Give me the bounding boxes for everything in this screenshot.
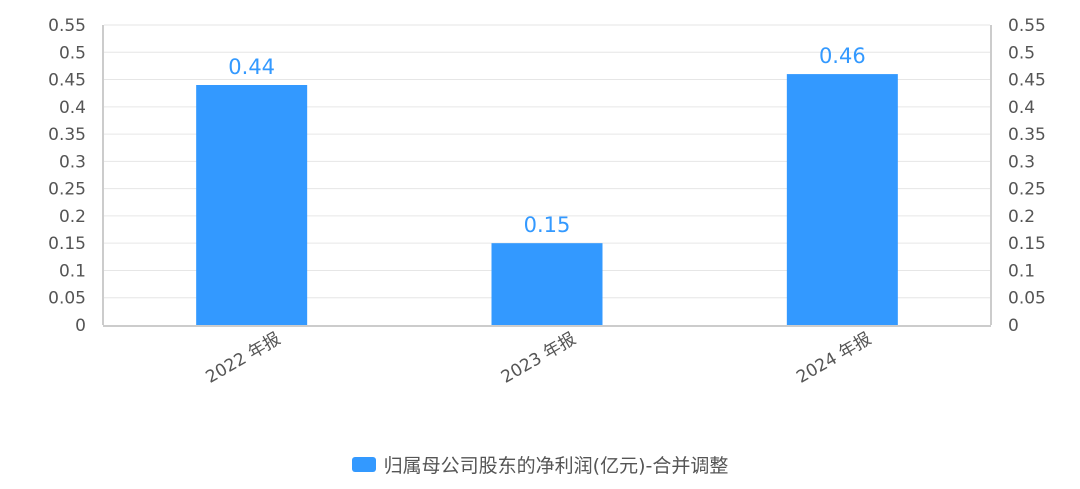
axes xyxy=(102,25,992,327)
y-tick-label-right: 0.3 xyxy=(1008,152,1035,172)
legend-swatch xyxy=(351,456,376,472)
data-label: 0.44 xyxy=(228,55,275,79)
y-tick-label-left: 0.4 xyxy=(59,98,86,118)
y-tick-label-right: 0.15 xyxy=(1008,234,1046,254)
y-tick-label-left: 0.25 xyxy=(48,180,86,200)
data-label: 0.15 xyxy=(524,213,571,237)
x-tick-label: 2024 年报 xyxy=(793,329,875,388)
y-axis-right-ticks: 0 0.05 0.1 0.15 0.2 0.25 0.3 0.35 0.4 0.45 0.5 0.55 xyxy=(1008,16,1046,336)
bar xyxy=(491,243,603,325)
y-tick-label-right: 0.1 xyxy=(1008,261,1035,281)
y-tick-label-left: 0.2 xyxy=(59,207,86,227)
data-label: 0.46 xyxy=(819,44,866,68)
y-tick-label-right: 0.4 xyxy=(1008,98,1035,118)
y-tick-label-right: 0.5 xyxy=(1008,43,1035,63)
y-tick-label-left: 0.5 xyxy=(59,43,86,63)
y-tick-label-left: 0.55 xyxy=(48,16,86,36)
y-tick-label-left: 0.3 xyxy=(59,152,86,172)
y-tick-label-left: 0.45 xyxy=(48,71,86,91)
legend-label: 归属母公司股东的净利润(亿元)-合并调整 xyxy=(383,454,729,477)
bar xyxy=(196,85,308,325)
x-tick-label: 2022 年报 xyxy=(203,329,285,388)
y-tick-label-right: 0 xyxy=(1008,316,1019,336)
y-tick-label-left: 0.05 xyxy=(48,289,86,309)
y-tick-label-left: 0 xyxy=(75,316,86,336)
y-tick-label-right: 0.45 xyxy=(1008,71,1046,91)
bar xyxy=(786,74,898,325)
bars xyxy=(196,74,898,325)
y-tick-label-left: 0.1 xyxy=(59,261,86,281)
y-tick-label-left: 0.15 xyxy=(48,234,86,254)
y-axis-left-ticks: 0 0.05 0.1 0.15 0.2 0.25 0.3 0.35 0.4 0.45 0.5 0.55 xyxy=(48,16,86,336)
y-tick-label-right: 0.35 xyxy=(1008,125,1046,145)
y-tick-label-right: 0.25 xyxy=(1008,180,1046,200)
data-labels: 0.44 0.15 0.46 xyxy=(228,44,865,237)
y-tick-label-right: 0.05 xyxy=(1008,289,1046,309)
x-axis-ticks: 2022 年报 2023 年报 2024 年报 xyxy=(203,329,875,388)
y-tick-label-right: 0.2 xyxy=(1008,207,1035,227)
legend: 归属母公司股东的净利润(亿元)-合并调整 xyxy=(0,450,1080,478)
y-tick-label-left: 0.35 xyxy=(48,125,86,145)
y-tick-label-right: 0.55 xyxy=(1008,16,1046,36)
x-tick-label: 2023 年报 xyxy=(498,329,580,388)
